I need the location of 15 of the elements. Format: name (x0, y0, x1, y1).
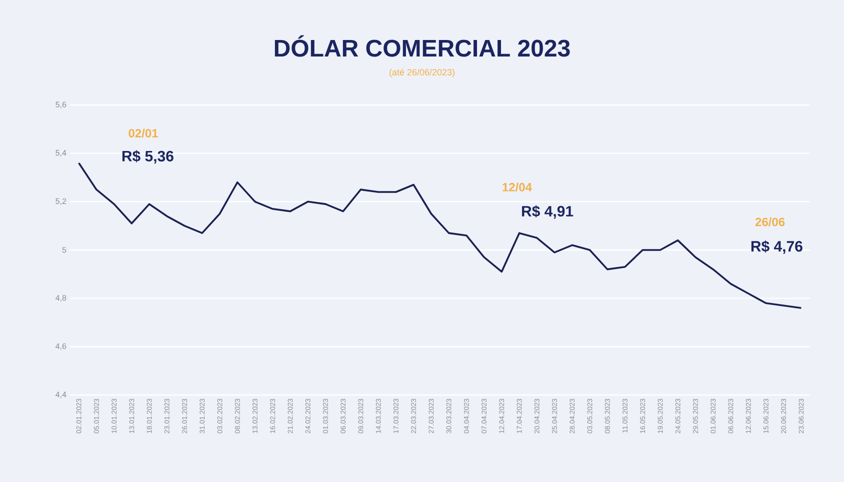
y-tick-label: 5 (62, 247, 66, 253)
annotation: 26/06 (755, 217, 785, 226)
annotation: R$ 4,91 (522, 205, 574, 219)
chart-title: DÓLAR COMERCIAL 2023 (274, 35, 570, 57)
chart-subtitle: (até 26/06/2023) (390, 68, 454, 78)
annotation: 12/04 (502, 182, 532, 192)
annotation: R$ 5,36 (122, 150, 174, 164)
y-tick-label: 4,4 (56, 392, 66, 398)
y-tick-label: 5,4 (56, 150, 66, 157)
y-tick-label: 5,6 (56, 102, 66, 108)
annotation: R$ 4,76 (751, 240, 802, 254)
annotation: 02/01 (128, 128, 158, 138)
y-tick-label: 4,8 (56, 295, 66, 302)
y-tick-label: 5,2 (56, 198, 66, 205)
y-tick-label: 4,6 (56, 343, 66, 350)
